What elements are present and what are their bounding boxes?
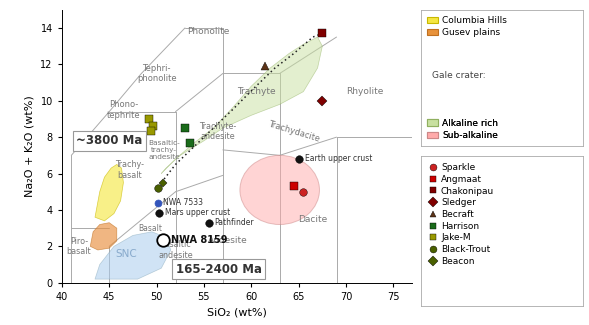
Text: Trachydacite: Trachydacite — [267, 120, 321, 144]
Text: Andesite: Andesite — [208, 236, 247, 245]
Legend: Sparkle, Angmaat, Chakonipau, Sledger, Becraft, Harrison, Jake-M, Black-Trout, B: Sparkle, Angmaat, Chakonipau, Sledger, B… — [424, 159, 499, 270]
Text: Earth upper crust: Earth upper crust — [305, 154, 373, 163]
Y-axis label: Na₂O + K₂O (wt%): Na₂O + K₂O (wt%) — [25, 95, 35, 197]
Polygon shape — [90, 223, 117, 250]
Polygon shape — [95, 164, 124, 221]
Text: Gale crater:: Gale crater: — [432, 71, 486, 80]
Text: Dacite: Dacite — [298, 214, 327, 224]
Polygon shape — [161, 37, 322, 174]
Legend: Alkaline rich, Sub-alkaline: Alkaline rich, Sub-alkaline — [424, 115, 501, 144]
Text: Mars upper crust: Mars upper crust — [165, 208, 230, 217]
Text: Basaltic
andesite: Basaltic andesite — [158, 240, 193, 260]
Text: Phono-
tephrite: Phono- tephrite — [107, 100, 140, 120]
Text: Piro-
basalt: Piro- basalt — [67, 237, 91, 256]
Ellipse shape — [240, 155, 319, 225]
Text: Trachyte-
andesite: Trachyte- andesite — [200, 122, 237, 141]
X-axis label: SiO₂ (wt%): SiO₂ (wt%) — [207, 307, 267, 317]
Text: Rhyolite: Rhyolite — [346, 87, 383, 96]
Text: Trachyte: Trachyte — [237, 87, 275, 96]
Polygon shape — [95, 232, 171, 279]
Text: SNC: SNC — [115, 249, 137, 259]
Text: Pathfinder: Pathfinder — [214, 218, 254, 227]
Text: Phonolite: Phonolite — [187, 27, 230, 36]
Text: Tephri-
phonolite: Tephri- phonolite — [137, 64, 176, 83]
Text: ~3800 Ma: ~3800 Ma — [76, 134, 143, 147]
Text: Trachy-
basalt: Trachy- basalt — [115, 160, 144, 180]
Text: Basalt: Basalt — [138, 224, 162, 233]
Text: 165-2400 Ma: 165-2400 Ma — [176, 263, 262, 276]
Text: NWA 7533: NWA 7533 — [163, 198, 203, 207]
Text: Basaltic-
trachy-
andesite: Basaltic- trachy- andesite — [148, 140, 180, 160]
Text: NWA 8159: NWA 8159 — [171, 235, 227, 245]
